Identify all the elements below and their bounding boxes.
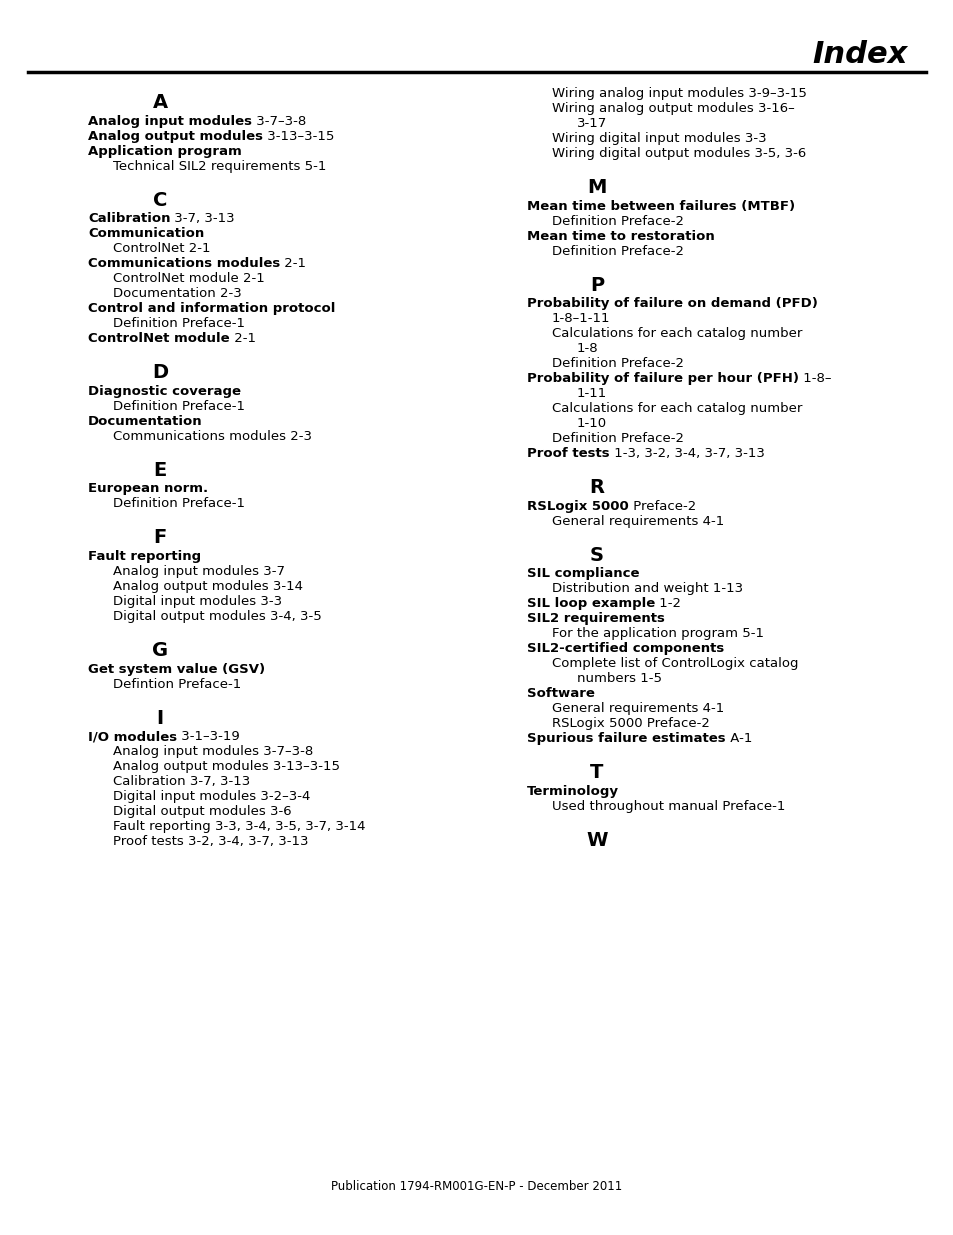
Text: 1-10: 1-10	[577, 417, 606, 430]
Text: Wiring analog output modules 3-16–: Wiring analog output modules 3-16–	[552, 103, 794, 115]
Text: General requirements 4-1: General requirements 4-1	[552, 515, 723, 527]
Text: RSLogix 5000: RSLogix 5000	[526, 500, 628, 513]
Text: 3-1–3-19: 3-1–3-19	[177, 730, 239, 743]
Text: Definition Preface-2: Definition Preface-2	[552, 245, 683, 258]
Text: Wiring digital input modules 3-3: Wiring digital input modules 3-3	[552, 132, 766, 144]
Text: Calibration: Calibration	[88, 212, 171, 225]
Text: RSLogix 5000 Preface-2: RSLogix 5000 Preface-2	[552, 718, 709, 730]
Text: Diagnostic coverage: Diagnostic coverage	[88, 385, 241, 398]
Text: ControlNet module 2-1: ControlNet module 2-1	[112, 272, 265, 285]
Text: Proof tests 3-2, 3-4, 3-7, 3-13: Proof tests 3-2, 3-4, 3-7, 3-13	[112, 835, 308, 848]
Text: Analog input modules 3-7–3-8: Analog input modules 3-7–3-8	[112, 745, 313, 758]
Text: SIL2-certified components: SIL2-certified components	[526, 642, 723, 656]
Text: Distribution and weight 1-13: Distribution and weight 1-13	[552, 583, 742, 595]
Text: F: F	[153, 529, 167, 547]
Text: Control and information protocol: Control and information protocol	[88, 303, 335, 315]
Text: Used throughout manual Preface-1: Used throughout manual Preface-1	[552, 800, 784, 813]
Text: 3-7–3-8: 3-7–3-8	[252, 115, 306, 127]
Text: For the application program 5-1: For the application program 5-1	[552, 627, 763, 641]
Text: Definition Preface-2: Definition Preface-2	[552, 215, 683, 227]
Text: T: T	[590, 763, 603, 783]
Text: Definition Preface-2: Definition Preface-2	[552, 432, 683, 445]
Text: Fault reporting: Fault reporting	[88, 550, 201, 563]
Text: SIL loop example: SIL loop example	[526, 598, 655, 610]
Text: Definition Preface-1: Definition Preface-1	[112, 498, 245, 510]
Text: General requirements 4-1: General requirements 4-1	[552, 703, 723, 715]
Text: D: D	[152, 363, 168, 382]
Text: ControlNet 2-1: ControlNet 2-1	[112, 242, 211, 256]
Text: Spurious failure estimates: Spurious failure estimates	[526, 732, 725, 746]
Text: Analog output modules 3-14: Analog output modules 3-14	[112, 580, 303, 593]
Text: ControlNet module: ControlNet module	[88, 332, 230, 346]
Text: A: A	[152, 93, 168, 112]
Text: C: C	[152, 190, 167, 210]
Text: 1-8–1-11: 1-8–1-11	[552, 312, 610, 325]
Text: 3-7, 3-13: 3-7, 3-13	[171, 212, 234, 225]
Text: Communications modules 2-3: Communications modules 2-3	[112, 430, 312, 443]
Text: 1-11: 1-11	[577, 388, 607, 400]
Text: Definition Preface-2: Definition Preface-2	[552, 357, 683, 370]
Text: Analog input modules 3-7: Analog input modules 3-7	[112, 564, 285, 578]
Text: numbers 1-5: numbers 1-5	[577, 672, 661, 685]
Text: Complete list of ControlLogix catalog: Complete list of ControlLogix catalog	[552, 657, 798, 671]
Text: Software: Software	[526, 688, 595, 700]
Text: 1-8–: 1-8–	[799, 372, 831, 385]
Text: SIL compliance: SIL compliance	[526, 567, 639, 580]
Text: I/O modules: I/O modules	[88, 730, 177, 743]
Text: E: E	[153, 461, 167, 480]
Text: Probability of failure on demand (PFD): Probability of failure on demand (PFD)	[526, 298, 817, 310]
Text: Mean time between failures (MTBF): Mean time between failures (MTBF)	[526, 200, 794, 212]
Text: Calculations for each catalog number: Calculations for each catalog number	[552, 327, 801, 340]
Text: Documentation 2-3: Documentation 2-3	[112, 288, 241, 300]
Text: 1-8: 1-8	[577, 342, 598, 356]
Text: Digital output modules 3-4, 3-5: Digital output modules 3-4, 3-5	[112, 610, 321, 622]
Text: Probability of failure per hour (PFH): Probability of failure per hour (PFH)	[526, 372, 799, 385]
Text: Preface-2: Preface-2	[628, 500, 696, 513]
Text: Fault reporting 3-3, 3-4, 3-5, 3-7, 3-14: Fault reporting 3-3, 3-4, 3-5, 3-7, 3-14	[112, 820, 365, 834]
Text: W: W	[586, 831, 607, 850]
Text: Digital input modules 3-2–3-4: Digital input modules 3-2–3-4	[112, 790, 310, 803]
Text: European norm.: European norm.	[88, 483, 208, 495]
Text: Wiring analog input modules 3-9–3-15: Wiring analog input modules 3-9–3-15	[552, 86, 806, 100]
Text: 2-1: 2-1	[230, 332, 255, 346]
Text: Analog input modules: Analog input modules	[88, 115, 252, 127]
Text: R: R	[589, 478, 604, 498]
Text: 1-2: 1-2	[655, 598, 680, 610]
Text: Digital output modules 3-6: Digital output modules 3-6	[112, 805, 292, 819]
Text: S: S	[589, 546, 603, 564]
Text: Index: Index	[812, 40, 907, 69]
Text: 2-1: 2-1	[280, 257, 306, 270]
Text: Documentation: Documentation	[88, 415, 202, 427]
Text: Terminology: Terminology	[526, 785, 618, 798]
Text: Mean time to restoration: Mean time to restoration	[526, 230, 714, 242]
Text: Calculations for each catalog number: Calculations for each catalog number	[552, 403, 801, 415]
Text: Analog output modules: Analog output modules	[88, 130, 263, 142]
Text: Application program: Application program	[88, 144, 241, 158]
Text: Technical SIL2 requirements 5-1: Technical SIL2 requirements 5-1	[112, 159, 326, 173]
Text: P: P	[589, 275, 603, 295]
Text: SIL2 requirements: SIL2 requirements	[526, 613, 664, 625]
Text: Defintion Preface-1: Defintion Preface-1	[112, 678, 241, 690]
Text: Digital input modules 3-3: Digital input modules 3-3	[112, 595, 282, 608]
Text: Communications modules: Communications modules	[88, 257, 280, 270]
Text: M: M	[587, 178, 606, 198]
Text: I: I	[156, 709, 163, 727]
Text: Analog output modules 3-13–3-15: Analog output modules 3-13–3-15	[112, 761, 339, 773]
Text: Proof tests: Proof tests	[526, 447, 609, 461]
Text: 1-3, 3-2, 3-4, 3-7, 3-13: 1-3, 3-2, 3-4, 3-7, 3-13	[609, 447, 763, 461]
Text: Communication: Communication	[88, 227, 204, 240]
Text: G: G	[152, 641, 168, 659]
Text: Calibration 3-7, 3-13: Calibration 3-7, 3-13	[112, 776, 250, 788]
Text: 3-17: 3-17	[577, 117, 607, 130]
Text: Definition Preface-1: Definition Preface-1	[112, 317, 245, 330]
Text: Get system value (GSV): Get system value (GSV)	[88, 663, 265, 676]
Text: A-1: A-1	[725, 732, 751, 746]
Text: Publication 1794-RM001G-EN-P - December 2011: Publication 1794-RM001G-EN-P - December …	[331, 1179, 622, 1193]
Text: Wiring digital output modules 3-5, 3-6: Wiring digital output modules 3-5, 3-6	[552, 147, 805, 161]
Text: 3-13–3-15: 3-13–3-15	[263, 130, 334, 142]
Text: Definition Preface-1: Definition Preface-1	[112, 400, 245, 412]
